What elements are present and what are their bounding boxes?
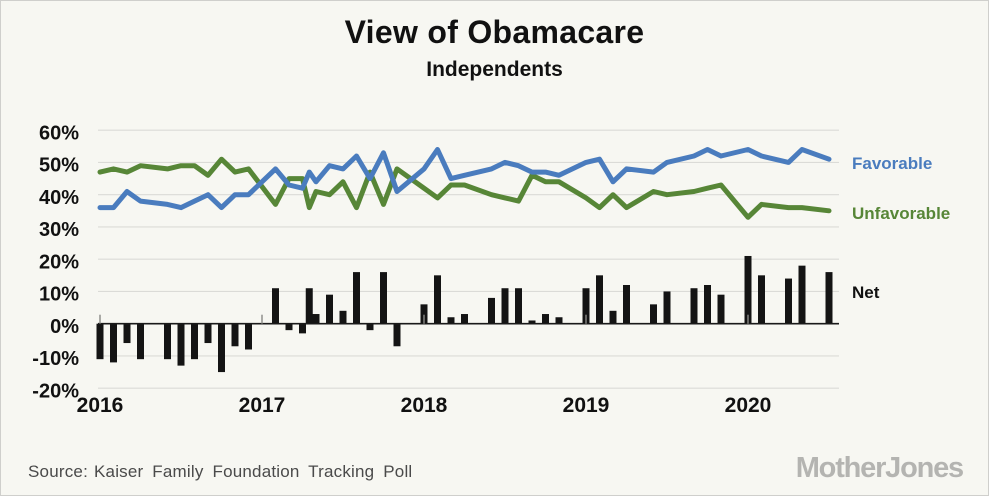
y-tick-label: 60%	[39, 122, 79, 144]
x-year-label: 2019	[563, 394, 610, 417]
x-year-label: 2018	[401, 394, 448, 417]
net-bar	[798, 265, 806, 324]
net-bar	[191, 323, 198, 360]
y-tick-label: -20%	[32, 380, 79, 402]
y-tick-label: -10%	[32, 348, 79, 370]
y-tick-label: 10%	[39, 284, 79, 306]
net-bar	[825, 272, 833, 324]
net-bar	[488, 297, 495, 324]
net-bar	[717, 294, 725, 324]
net-bar	[542, 314, 549, 324]
net-bar	[164, 323, 171, 360]
net-bar	[623, 285, 630, 324]
x-year-label: 2020	[725, 394, 772, 417]
net-bar	[353, 272, 360, 324]
net-bar	[515, 288, 522, 324]
net-bar	[501, 288, 509, 324]
favorable-series-label: Favorable	[852, 154, 933, 173]
y-tick-label: 30%	[39, 219, 79, 241]
source-label: Source:	[28, 462, 88, 481]
net-bar	[596, 275, 603, 324]
net-bar	[305, 288, 313, 324]
net-bar	[555, 317, 563, 324]
net-bar	[461, 314, 468, 324]
net-bar	[326, 294, 333, 324]
x-year-label: 2016	[77, 394, 124, 417]
net-bar	[299, 323, 306, 334]
source-note: Source: Kaiser Family Foundation Tracking…	[28, 462, 412, 482]
net-bar	[609, 310, 617, 324]
net-bar	[650, 304, 657, 324]
net-bar	[785, 278, 792, 324]
net-bar	[272, 288, 279, 324]
net-bar	[447, 317, 455, 324]
net-bar	[758, 275, 765, 324]
source-text: Kaiser Family Foundation Tracking Poll	[94, 462, 413, 481]
net-bar	[690, 288, 698, 324]
net-bar	[704, 285, 711, 324]
net-bar	[245, 323, 252, 350]
net-bar	[420, 304, 428, 324]
net-bar	[285, 323, 293, 331]
net-bar	[366, 323, 374, 331]
net-bar	[96, 323, 104, 360]
chart-subtitle: Independents	[426, 58, 563, 81]
net-bar	[137, 323, 144, 360]
net-bar	[434, 275, 441, 324]
mother-jones-logo: MotherJones	[795, 452, 964, 484]
net-bar	[339, 310, 347, 324]
net-bar	[218, 323, 225, 373]
net-bar	[582, 288, 590, 324]
net-bar	[204, 323, 212, 344]
net-bar	[110, 323, 117, 363]
x-year-label: 2017	[239, 394, 286, 417]
net-bar	[744, 255, 752, 324]
y-tick-label: 50%	[39, 155, 79, 177]
y-tick-label: 20%	[39, 251, 79, 273]
net-bar	[312, 314, 320, 324]
unfavorable-line	[97, 156, 832, 220]
net-bar	[177, 323, 185, 366]
net-bar	[528, 320, 536, 324]
net-series-label: Net	[852, 283, 880, 302]
chart-title: View of Obamacare	[344, 14, 645, 50]
net-bar	[393, 323, 401, 347]
favorable-line	[97, 147, 832, 211]
net-bar	[663, 291, 671, 324]
y-tick-label: 0%	[50, 316, 79, 338]
net-bar	[123, 323, 131, 344]
net-bar	[231, 323, 239, 347]
y-tick-label: 40%	[39, 187, 79, 209]
unfavorable-series-label: Unfavorable	[852, 204, 951, 223]
net-bar	[380, 272, 387, 324]
